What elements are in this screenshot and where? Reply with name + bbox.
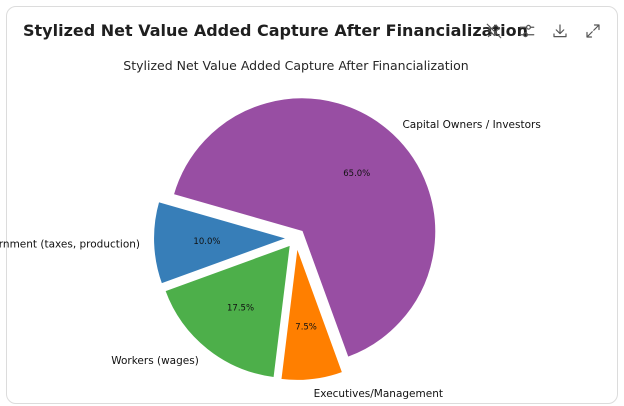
- card-title: Stylized Net Value Added Capture After F…: [23, 21, 528, 40]
- pct-label-government-taxes-production: 10.0%: [193, 237, 220, 247]
- pie-slice-workers-wages: [163, 243, 292, 379]
- sliders-icon[interactable]: [516, 20, 538, 42]
- pin-off-icon[interactable]: [483, 20, 505, 42]
- chart-toolbar: [483, 20, 615, 42]
- category-label-capital-owners-investors: Capital Owners / Investors: [402, 119, 540, 131]
- pie-slice-executives-management: [279, 246, 344, 382]
- pct-label-workers-wages: 17.5%: [227, 304, 254, 314]
- category-label-executives-management: Executives/Management: [314, 388, 443, 400]
- category-label-government-taxes-production: Government (taxes, production): [0, 238, 140, 250]
- category-label-workers-wages: Workers (wages): [111, 355, 199, 367]
- chart-title: Stylized Net Value Added Capture After F…: [123, 58, 468, 73]
- pct-label-capital-owners-investors: 65.0%: [343, 169, 370, 179]
- pie-slice-capital-owners-investors: [172, 96, 437, 359]
- download-icon[interactable]: [549, 20, 571, 42]
- expand-icon[interactable]: [582, 20, 604, 42]
- pct-label-executives-management: 7.5%: [295, 323, 317, 333]
- pie-slice-government-taxes-production: [152, 200, 290, 286]
